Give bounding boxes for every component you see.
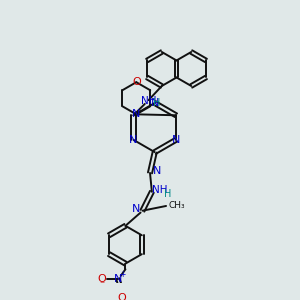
- Text: +: +: [119, 269, 126, 278]
- Text: N: N: [114, 274, 122, 284]
- Text: N: N: [151, 98, 159, 108]
- Text: O: O: [132, 77, 141, 87]
- Text: CH₃: CH₃: [169, 202, 185, 211]
- Text: NH: NH: [152, 185, 167, 195]
- Text: N: N: [172, 135, 180, 145]
- Text: H: H: [153, 98, 161, 108]
- Text: O: O: [98, 274, 106, 284]
- Text: N: N: [152, 166, 161, 176]
- Text: N: N: [132, 109, 140, 119]
- Text: H: H: [164, 189, 172, 199]
- Text: N: N: [129, 135, 138, 145]
- Text: ⁻: ⁻: [99, 280, 104, 290]
- Text: N: N: [132, 204, 140, 214]
- Text: NH: NH: [141, 96, 156, 106]
- Text: O: O: [117, 292, 126, 300]
